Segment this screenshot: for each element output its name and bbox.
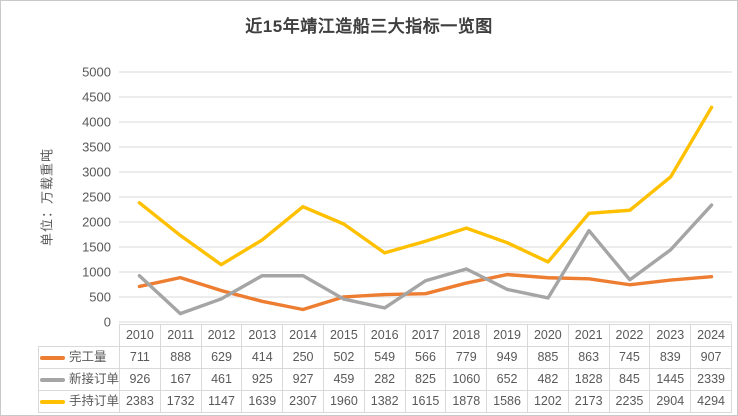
series-line-completed-volume: [137, 272, 714, 312]
value-cell-new-orders: 461: [200, 368, 243, 391]
legend-label-orders-on-hand: 手持订单: [69, 394, 120, 408]
y-axis-tick-label: 2500: [82, 189, 111, 205]
value-cell-orders-on-hand: 1639: [241, 390, 284, 413]
data-table-grid: 2010 2011 2012 2013 2014 2015 2016 2017 2018 2019…: [38, 324, 732, 413]
y-axis-tick-label: 5000: [82, 64, 111, 80]
value-cell-completed-volume: 711: [119, 346, 161, 369]
legend-line-swatch-new-orders: [40, 377, 65, 382]
year-cell: 2023: [649, 324, 692, 347]
value-cell-orders-on-hand: 2173: [567, 390, 610, 413]
legend-entry: 新接订单: [40, 370, 120, 390]
legend-cell-completed-volume: 完工量: [38, 346, 120, 369]
y-axis-tick-label: 3000: [82, 164, 111, 180]
legend-entry: 手持订单: [40, 392, 120, 412]
year-cell: 2014: [282, 324, 324, 347]
value-cell-new-orders: 926: [119, 368, 161, 391]
value-cell-new-orders: 1828: [567, 368, 610, 391]
year-cell: 2016: [363, 324, 406, 347]
value-cell-orders-on-hand: 2383: [119, 390, 161, 413]
legend-line-swatch-completed-volume: [40, 355, 65, 360]
value-cell-completed-volume: 549: [363, 346, 406, 369]
value-cell-orders-on-hand: 2307: [282, 390, 324, 413]
year-cell: 2018: [445, 324, 488, 347]
value-cell-new-orders: 652: [486, 368, 528, 391]
table-corner-cell: [38, 324, 120, 347]
value-cell-orders-on-hand: 2235: [608, 390, 651, 413]
y-axis-tick-label: 1000: [82, 264, 111, 280]
value-cell-completed-volume: 885: [526, 346, 569, 369]
legend-entry: 完工量: [40, 348, 119, 368]
chart-data-table: 2010 2011 2012 2013 2014 2015 2016 2017 2018 2019…: [38, 324, 732, 413]
value-cell-orders-on-hand: 1878: [445, 390, 488, 413]
year-cell: 2010: [119, 324, 161, 347]
table-row-years: 2010 2011 2012 2013 2014 2015 2016 2017 2018 2019…: [38, 324, 732, 347]
year-cell: 2022: [608, 324, 651, 347]
table-row-orders-on-hand: 手持订单 2383 1732 1147 1639 2307 1960 1382 1615 1878…: [38, 390, 732, 413]
value-cell-completed-volume: 839: [649, 346, 692, 369]
y-axis-tick-label: 4000: [82, 114, 111, 130]
legend-cell-new-orders: 新接订单: [38, 368, 120, 391]
value-cell-new-orders: 825: [404, 368, 447, 391]
series-line-new-orders: [137, 203, 714, 316]
line-chart-canvas: [119, 71, 732, 323]
year-cell: 2012: [200, 324, 243, 347]
year-cell: 2015: [322, 324, 365, 347]
value-cell-completed-volume: 745: [608, 346, 651, 369]
year-cell: 2020: [526, 324, 569, 347]
value-cell-orders-on-hand: 1382: [363, 390, 406, 413]
value-cell-orders-on-hand: 4294: [690, 390, 732, 413]
y-axis-tick-label: 4500: [82, 89, 111, 105]
value-cell-completed-volume: 949: [486, 346, 528, 369]
value-cell-new-orders: 459: [322, 368, 365, 391]
value-cell-completed-volume: 250: [282, 346, 324, 369]
year-cell: 2019: [486, 324, 528, 347]
value-cell-completed-volume: 629: [200, 346, 243, 369]
value-cell-completed-volume: 566: [404, 346, 447, 369]
value-cell-completed-volume: 779: [445, 346, 488, 369]
y-axis-tick-label: 1500: [82, 239, 111, 255]
legend-label-completed-volume: 完工量: [69, 350, 107, 364]
value-cell-orders-on-hand: 1586: [486, 390, 528, 413]
value-cell-new-orders: 482: [526, 368, 569, 391]
value-cell-new-orders: 1060: [445, 368, 488, 391]
y-axis-tick-label: 0: [103, 314, 111, 330]
y-axis-tick-label: 2000: [82, 214, 111, 230]
value-cell-orders-on-hand: 1960: [322, 390, 365, 413]
value-cell-orders-on-hand: 1615: [404, 390, 447, 413]
value-cell-completed-volume: 863: [567, 346, 610, 369]
plot-area: [119, 71, 732, 323]
value-cell-new-orders: 2339: [690, 368, 732, 391]
value-cell-new-orders: 282: [363, 368, 406, 391]
value-cell-orders-on-hand: 1202: [526, 390, 569, 413]
value-cell-orders-on-hand: 1147: [200, 390, 243, 413]
y-axis-tick-label: 3500: [82, 139, 111, 155]
value-cell-new-orders: 845: [608, 368, 651, 391]
value-cell-new-orders: 927: [282, 368, 324, 391]
value-cell-new-orders: 167: [159, 368, 202, 391]
year-cell: 2021: [567, 324, 610, 347]
value-cell-orders-on-hand: 1732: [159, 390, 202, 413]
legend-label-new-orders: 新接订单: [69, 372, 120, 386]
year-cell: 2013: [241, 324, 284, 347]
y-axis-tick-label: 500: [89, 289, 111, 305]
value-cell-completed-volume: 907: [690, 346, 732, 369]
legend-line-swatch-orders-on-hand: [40, 399, 65, 404]
series-line-orders-on-hand: [137, 105, 714, 267]
table-row-completed-volume: 完工量 711 888 629 414 250 502 549 566 779 949 885 863 7…: [38, 346, 732, 369]
year-cell: 2017: [404, 324, 447, 347]
year-cell: 2011: [159, 324, 202, 347]
value-cell-orders-on-hand: 2904: [649, 390, 692, 413]
legend-cell-orders-on-hand: 手持订单: [38, 390, 120, 413]
value-cell-completed-volume: 502: [322, 346, 365, 369]
chart-title: 近15年靖江造船三大指标一览图: [245, 17, 493, 36]
value-cell-completed-volume: 414: [241, 346, 284, 369]
year-cell: 2024: [690, 324, 732, 347]
value-cell-new-orders: 925: [241, 368, 284, 391]
value-cell-new-orders: 1445: [649, 368, 692, 391]
value-cell-completed-volume: 888: [159, 346, 202, 369]
table-row-new-orders: 新接订单 926 167 461 925 927 459 282 825 1060 652 482 18…: [38, 368, 732, 391]
y-axis-tick-labels: 5000 4500 4000 3500 3000 2500 2000 1500 1000 500 0: [41, 66, 111, 329]
